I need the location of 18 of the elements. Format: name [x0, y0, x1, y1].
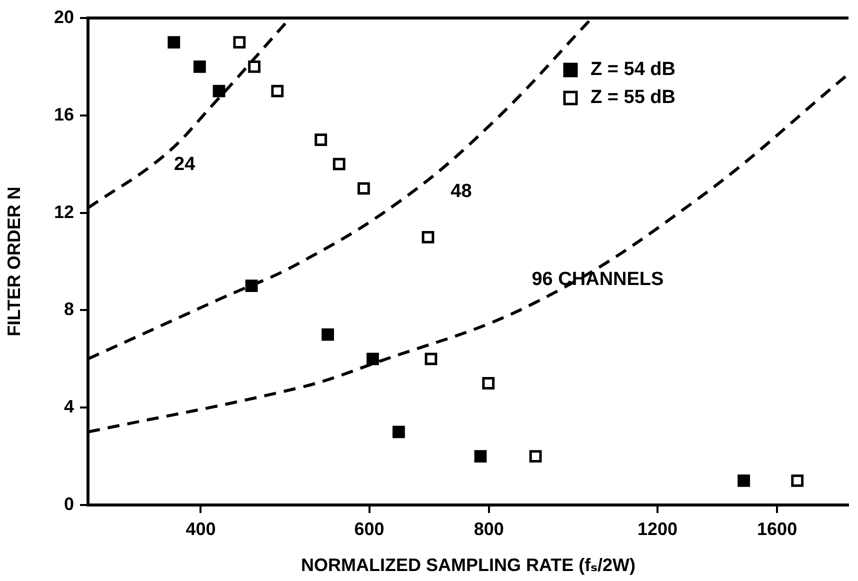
x-axis-title: NORMALIZED SAMPLING RATE (fₛ/2W): [301, 555, 636, 576]
legend-label: Z = 54 dB: [590, 59, 676, 80]
x-tick-label: 1600: [757, 518, 798, 539]
series-label: 48: [450, 181, 472, 202]
x-tick-label: 800: [474, 518, 504, 539]
y-tick-label: 8: [64, 299, 74, 320]
y-tick-label: 12: [54, 202, 74, 222]
y-tick-label: 16: [54, 104, 74, 124]
series-label: 96 CHANNELS: [532, 269, 664, 290]
y-tick-label: 0: [64, 494, 74, 514]
series-label: 24: [174, 154, 196, 175]
x-tick-label: 400: [186, 518, 216, 539]
y-axis-title: FILTER ORDER N: [4, 186, 24, 336]
x-tick-label: 1200: [637, 518, 678, 539]
legend-label: Z = 55 dB: [590, 87, 676, 108]
y-tick-label: 4: [64, 396, 74, 417]
y-tick-label: 20: [54, 6, 74, 27]
x-tick-label: 600: [354, 518, 384, 539]
